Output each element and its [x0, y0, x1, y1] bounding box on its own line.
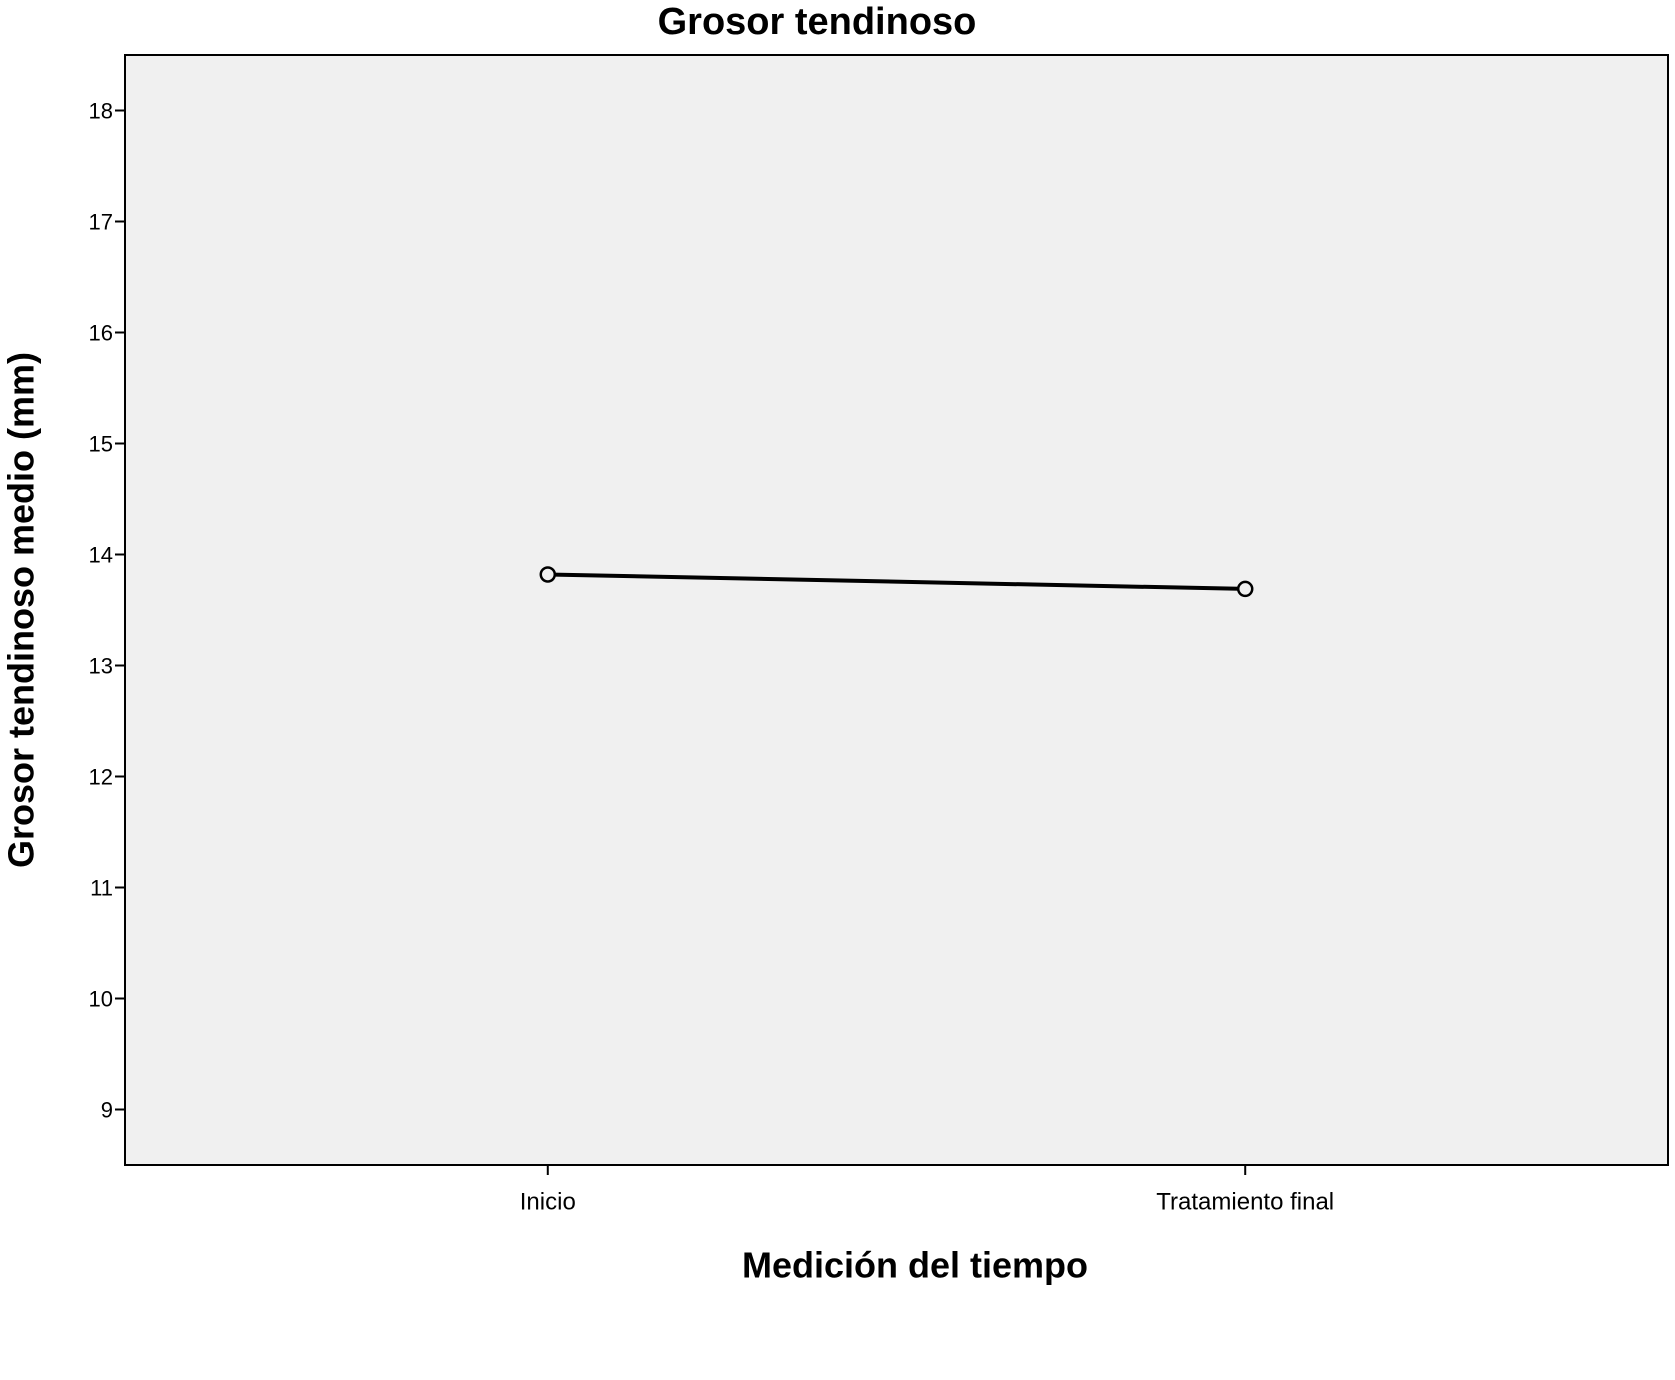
y-tick-label: 15 [89, 431, 113, 456]
y-tick-label: 9 [101, 1097, 113, 1122]
y-tick-label: 18 [89, 98, 113, 123]
y-tick-label: 12 [89, 764, 113, 789]
y-axis-label: Grosor tendinoso medio (mm) [1, 352, 42, 868]
plot-area [124, 54, 1669, 1166]
point [539, 566, 557, 583]
x-axis-label: Medición del tiempo [742, 1245, 1088, 1286]
line [547, 572, 1246, 591]
y-tick-label: 17 [89, 209, 113, 234]
y-tick-label: 11 [90, 875, 113, 900]
point [1236, 580, 1254, 598]
y-tick-label: 14 [89, 542, 113, 567]
x-tick-label: Inicio [520, 1188, 576, 1215]
x-tick-label: Tratamiento final [1156, 1188, 1334, 1215]
y-tick-label: 16 [89, 320, 113, 345]
chart-title: Grosor tendinoso [658, 1, 977, 43]
y-tick-label: 10 [89, 986, 113, 1011]
y-tick-label: 13 [89, 653, 113, 678]
